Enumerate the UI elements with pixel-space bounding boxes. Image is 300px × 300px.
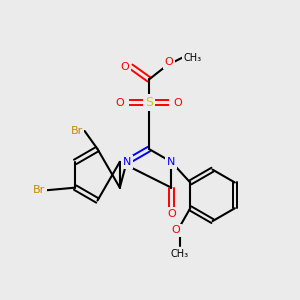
- Text: Br: Br: [70, 126, 83, 136]
- Text: O: O: [121, 61, 129, 72]
- Text: CH₃: CH₃: [171, 248, 189, 259]
- Text: O: O: [174, 98, 182, 108]
- Text: CH₃: CH₃: [183, 52, 202, 63]
- Text: S: S: [145, 96, 153, 109]
- Text: N: N: [167, 157, 176, 167]
- Text: O: O: [165, 57, 173, 67]
- Text: O: O: [116, 98, 124, 108]
- Text: O: O: [172, 225, 180, 235]
- Text: Br: Br: [33, 185, 45, 195]
- Text: N: N: [122, 157, 131, 167]
- Text: O: O: [167, 208, 176, 218]
